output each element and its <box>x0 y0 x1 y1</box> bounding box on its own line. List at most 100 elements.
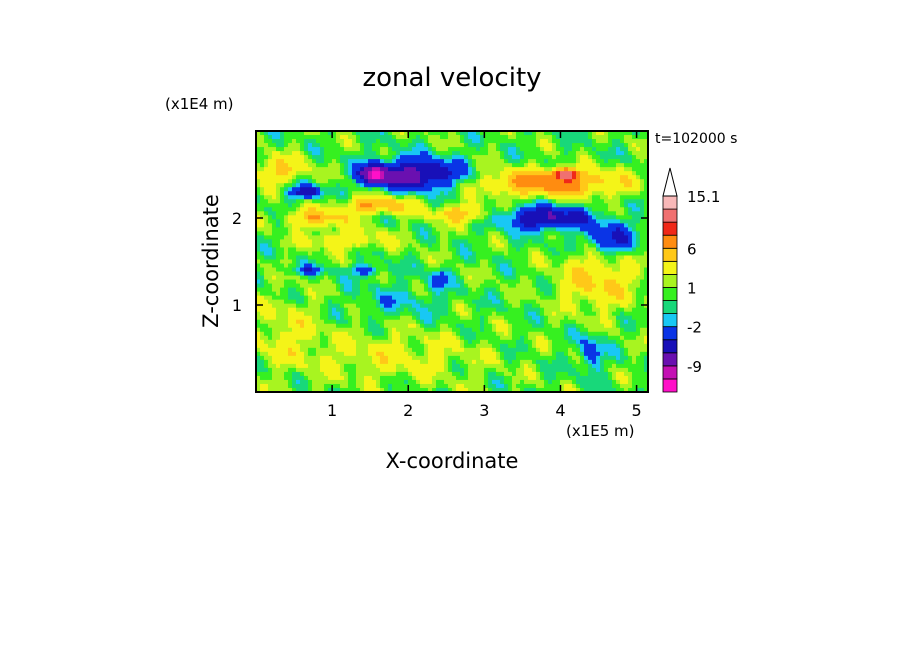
contour-cell <box>280 359 285 365</box>
contour-cell <box>548 159 553 164</box>
contour-cell <box>332 271 337 277</box>
contour-cell <box>532 299 537 305</box>
contour-cell <box>384 359 389 365</box>
contour-cell <box>260 327 265 333</box>
contour-cell <box>560 303 565 309</box>
contour-cell <box>556 387 561 393</box>
contour-cell <box>464 343 469 349</box>
contour-cell <box>508 279 513 285</box>
contour-cell <box>272 355 277 361</box>
contour-cell <box>388 203 393 208</box>
contour-cell <box>544 287 549 293</box>
contour-cell <box>492 139 497 144</box>
contour-cell <box>348 171 353 176</box>
contour-cell <box>548 347 553 353</box>
contour-cell <box>260 167 265 172</box>
contour-cell <box>388 315 393 321</box>
contour-cell <box>332 307 337 313</box>
contour-cell <box>448 363 453 369</box>
contour-cell <box>484 327 489 333</box>
contour-cell <box>304 183 309 188</box>
contour-cell <box>404 379 409 385</box>
contour-cell <box>280 163 285 168</box>
contour-cell <box>376 131 381 136</box>
contour-cell <box>396 283 401 289</box>
contour-cell <box>556 295 561 301</box>
contour-cell <box>516 263 521 269</box>
contour-cell <box>412 331 417 337</box>
contour-cell <box>444 315 449 321</box>
contour-cell <box>476 159 481 164</box>
contour-cell <box>488 199 493 204</box>
contour-cell <box>376 171 381 176</box>
contour-cell <box>388 387 393 393</box>
contour-cell <box>260 311 265 317</box>
contour-cell <box>500 255 505 261</box>
contour-cell <box>404 267 409 273</box>
contour-cell <box>524 279 529 285</box>
contour-cell <box>504 243 509 249</box>
contour-cell <box>304 171 309 176</box>
contour-cell <box>284 295 289 301</box>
contour-cell <box>520 239 525 245</box>
contour-cell <box>540 191 545 196</box>
contour-cell <box>516 279 521 285</box>
contour-cell <box>448 383 453 389</box>
contour-cell <box>324 175 329 180</box>
contour-cell <box>500 211 505 216</box>
contour-cell <box>516 275 521 281</box>
contour-cell <box>392 163 397 168</box>
contour-cell <box>524 311 529 317</box>
contour-cell <box>380 327 385 333</box>
contour-cell <box>364 147 369 152</box>
contour-cell <box>340 319 345 325</box>
contour-cell <box>304 343 309 349</box>
contour-cell <box>520 219 525 224</box>
contour-cell <box>464 295 469 301</box>
contour-cell <box>424 231 429 236</box>
contour-cell <box>480 191 485 196</box>
contour-cell <box>504 303 509 309</box>
contour-cell <box>484 323 489 329</box>
contour-cell <box>544 315 549 321</box>
contour-cell <box>352 155 357 160</box>
contour-cell <box>492 219 497 224</box>
contour-cell <box>436 311 441 317</box>
contour-cell <box>548 223 553 228</box>
contour-cell <box>420 131 425 136</box>
contour-cell <box>540 239 545 245</box>
contour-cell <box>436 183 441 188</box>
contour-cell <box>468 371 473 377</box>
contour-cell <box>328 167 333 172</box>
contour-cell <box>548 383 553 389</box>
contour-cell <box>560 179 565 184</box>
contour-cell <box>276 359 281 365</box>
contour-cell <box>420 167 425 172</box>
contour-cell <box>540 283 545 289</box>
contour-cell <box>500 219 505 224</box>
contour-cell <box>556 303 561 309</box>
contour-cell <box>516 343 521 349</box>
contour-cell <box>320 203 325 208</box>
contour-cell <box>368 367 373 373</box>
contour-cell <box>328 371 333 377</box>
contour-cell <box>532 319 537 325</box>
contour-cell <box>300 203 305 208</box>
contour-cell <box>320 291 325 297</box>
contour-cell <box>428 207 433 212</box>
contour-cell <box>548 287 553 293</box>
contour-cell <box>356 367 361 373</box>
contour-cell <box>308 251 313 257</box>
contour-cell <box>256 275 261 281</box>
contour-cell <box>460 331 465 337</box>
contour-cell <box>536 151 541 156</box>
contour-cell <box>484 243 489 249</box>
contour-cell <box>280 207 285 212</box>
contour-cell <box>376 311 381 317</box>
contour-cell <box>292 283 297 289</box>
contour-cell <box>276 311 281 317</box>
contour-cell <box>388 299 393 305</box>
contour-cell <box>356 319 361 325</box>
contour-cell <box>420 351 425 357</box>
contour-cell <box>508 135 513 140</box>
